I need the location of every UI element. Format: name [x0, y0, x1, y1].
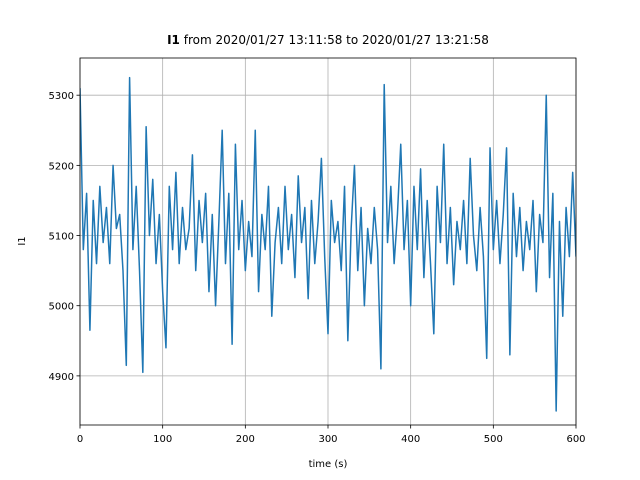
x-tick-label: 500 — [484, 434, 503, 445]
y-tick-label: 5100 — [49, 232, 74, 243]
chart-title: I1 from 2020/01/27 13:11:58 to 2020/01/2… — [167, 33, 489, 47]
x-tick-label: 400 — [401, 434, 420, 445]
y-tick-label: 5200 — [49, 161, 74, 172]
y-tick-label: 4900 — [49, 372, 74, 383]
x-tick-label: 200 — [236, 434, 255, 445]
data-line — [80, 76, 576, 412]
title-text: from 2020/01/27 13:11:58 to 2020/01/27 1… — [184, 33, 489, 47]
x-tick-label: 300 — [318, 434, 337, 445]
y-tick-label: 5000 — [49, 302, 74, 313]
x-tick-label: 0 — [77, 434, 83, 445]
plot-frame — [79, 57, 577, 426]
x-tick-label: 100 — [153, 434, 172, 445]
y-tick-label: 5300 — [49, 91, 74, 102]
title-bold: I1 — [167, 33, 180, 47]
y-axis-label: I1 — [17, 236, 28, 245]
x-tick-label: 600 — [566, 434, 585, 445]
x-axis-label: time (s) — [309, 459, 348, 470]
